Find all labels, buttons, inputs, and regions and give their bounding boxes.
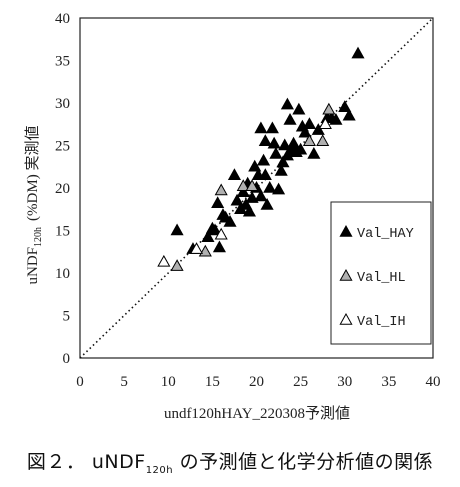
x-tick-label: 5	[120, 374, 128, 390]
data-point	[280, 148, 294, 161]
x-tick-label: 15	[205, 374, 220, 390]
data-point	[258, 134, 272, 146]
scatter-chart: 0 5 10 15 20 25 30 35 40 0 5 10 15 20 25 30 35 40 Val_HA…	[24, 11, 441, 422]
caption-prefix: 図２． uNDF	[26, 451, 146, 473]
data-point	[338, 100, 352, 112]
data-point	[294, 142, 308, 155]
y-tick-label: 30	[55, 96, 70, 112]
legend-entry: Val_IH	[357, 315, 406, 330]
data-point	[287, 136, 301, 149]
data-point	[170, 259, 184, 271]
x-tick-label: 20	[249, 374, 264, 390]
y-tick-label: 10	[55, 266, 70, 282]
data-point	[214, 183, 228, 196]
data-point	[242, 204, 256, 217]
x-tick-label: 0	[76, 374, 84, 390]
legend-marker	[339, 312, 353, 325]
data-point	[302, 117, 317, 129]
data-points	[157, 46, 365, 271]
data-point	[227, 168, 241, 180]
y-tick-label: 5	[63, 309, 71, 325]
legend-marker	[339, 224, 353, 237]
data-point	[254, 189, 268, 202]
y-axis-label: uNDF120h (%DM) 実測値	[24, 126, 44, 285]
x-tick-label: 10	[161, 374, 176, 390]
data-point	[236, 179, 250, 191]
series-val-hay	[170, 46, 365, 254]
data-point	[283, 112, 297, 125]
y-axis-label-main: uNDF	[25, 247, 41, 285]
data-point	[272, 182, 286, 195]
data-point	[260, 197, 274, 210]
data-point	[211, 196, 225, 208]
x-tick-label: 30	[337, 374, 352, 390]
data-point	[307, 146, 321, 159]
data-point	[245, 179, 259, 191]
x-tick-labels: 0 5 10 15 20 25 30 35 40	[76, 374, 440, 390]
data-point	[212, 240, 226, 253]
data-point	[311, 123, 325, 135]
data-point	[157, 254, 171, 267]
data-point	[170, 223, 184, 236]
legend: Val_HAY Val_HL Val_IH	[330, 201, 432, 345]
data-point	[265, 121, 279, 134]
data-point	[236, 185, 250, 197]
legend-entry: Val_HL	[357, 271, 406, 286]
data-point	[245, 191, 259, 203]
data-point	[248, 159, 262, 172]
data-point	[318, 117, 332, 129]
y-tick-label: 0	[63, 351, 71, 367]
data-point	[322, 102, 336, 115]
legend-entry: Val_HAY	[357, 227, 414, 242]
x-tick-label: 35	[381, 374, 396, 390]
data-point	[280, 97, 294, 110]
y-tick-label: 20	[55, 181, 70, 197]
caption-sub: 120h	[145, 464, 174, 476]
y-tick-label: 40	[55, 11, 70, 27]
data-point	[329, 112, 343, 125]
caption-suffix: の予測値と化学分析値の関係	[173, 451, 434, 473]
data-point	[351, 46, 365, 59]
data-point	[267, 136, 281, 149]
data-point	[274, 163, 288, 176]
data-point	[298, 125, 312, 138]
data-point	[276, 155, 290, 168]
y-tick-labels: 0 5 10 15 20 25 30 35 40	[55, 11, 70, 367]
plot-area	[79, 17, 434, 359]
data-point	[214, 227, 228, 240]
data-point	[278, 138, 292, 151]
reference-line-1to1	[79, 17, 434, 359]
data-point	[257, 153, 271, 166]
data-point	[254, 121, 268, 134]
y-axis-label-sub: 120h	[33, 227, 44, 247]
data-point	[189, 242, 204, 254]
data-point	[263, 180, 277, 193]
y-tick-label: 25	[55, 139, 70, 155]
data-point	[292, 102, 306, 115]
data-point	[201, 230, 215, 242]
x-tick-label: 40	[426, 374, 441, 390]
data-point	[208, 223, 222, 236]
series-val-ih	[157, 117, 332, 267]
data-point	[258, 168, 272, 180]
y-tick-label: 35	[55, 54, 70, 70]
y-tick-label: 15	[55, 224, 70, 240]
legend-marker	[339, 268, 353, 281]
y-axis-label-rest: (%DM) 実測値	[24, 126, 41, 221]
data-point	[342, 108, 356, 121]
data-point	[269, 146, 283, 159]
data-point	[316, 134, 330, 146]
data-point	[223, 214, 237, 227]
x-tick-label: 25	[293, 374, 308, 390]
data-point	[302, 134, 317, 146]
data-point	[230, 193, 244, 206]
plot-frame	[79, 17, 434, 359]
x-axis-label: undf120hHAY_220308予測値	[164, 405, 350, 422]
figure-caption: 図２． uNDF120h の予測値と化学分析値の関係	[0, 447, 460, 476]
